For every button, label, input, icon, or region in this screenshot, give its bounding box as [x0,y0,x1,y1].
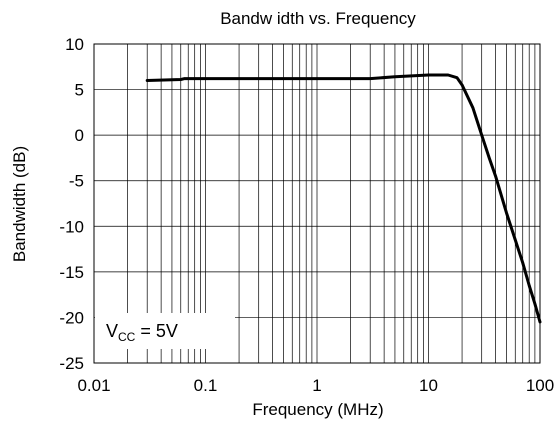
y-tick-label: 0 [75,126,84,145]
y-axis-label: Bandwidth (dB) [10,146,29,262]
series-layer [145,73,542,324]
y-tick-label: -10 [59,217,84,236]
annotation-box [95,313,235,349]
x-tick-label: 100 [526,376,554,395]
vcc-annotation: VCC = 5V [95,313,235,349]
y-tick-label: -20 [59,308,84,327]
x-tick-label: 0.1 [194,376,218,395]
axis-ticks: 10 5 0 -5 -10 -15 -20 -25 0.01 0.1 1 10 100 [59,35,554,395]
y-tick-label: -5 [69,172,84,191]
bandwidth-series-line [145,73,542,324]
chart-title: Bandw idth vs. Frequency [220,9,416,28]
grid-lines [94,44,540,363]
y-tick-label: -15 [59,263,84,282]
x-tick-label: 10 [419,376,438,395]
y-tick-label: 5 [75,81,84,100]
x-tick-label: 1 [312,376,321,395]
annotation-suffix: = 5V [135,321,178,341]
y-tick-label: -25 [59,354,84,373]
y-tick-label: 10 [65,35,84,54]
annotation-subscript: CC [118,330,136,344]
x-axis-label: Frequency (MHz) [252,400,383,419]
annotation-text: VCC = 5V [106,321,178,344]
x-tick-label: 0.01 [77,376,110,395]
annotation-main: V [106,321,118,341]
plot-frame [93,43,541,364]
